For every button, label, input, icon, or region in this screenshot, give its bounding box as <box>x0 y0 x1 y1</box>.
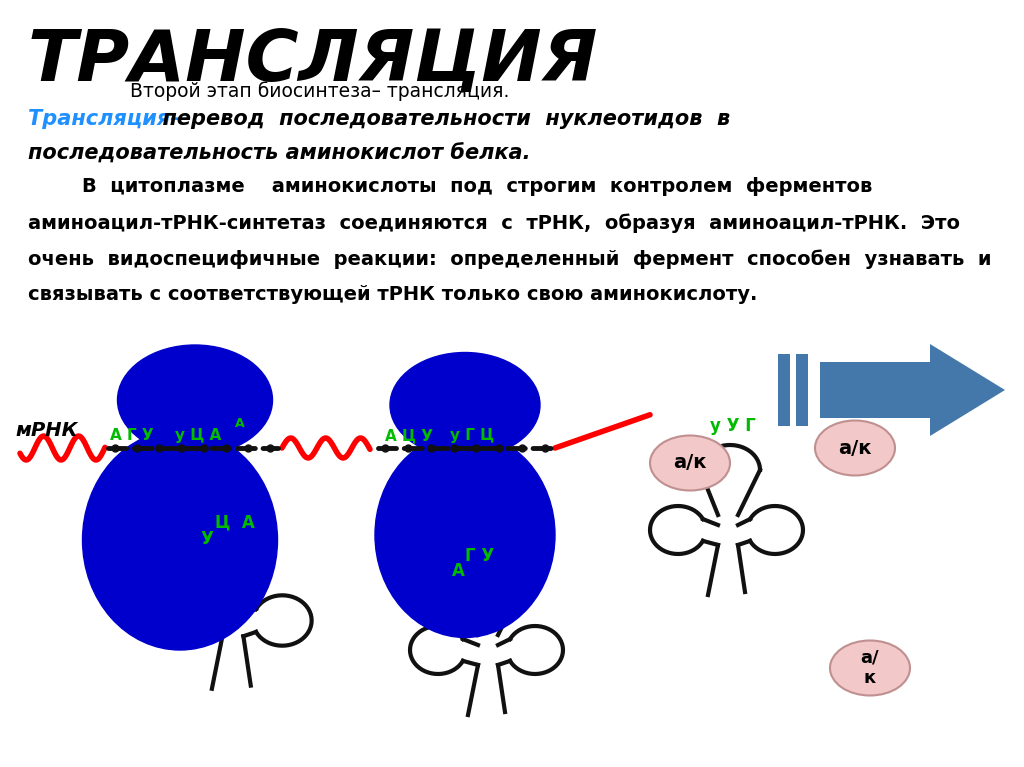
Text: у Ц А: у Ц А <box>175 428 221 443</box>
Text: а/
к: а/ к <box>861 649 880 687</box>
Text: связывать с соответствующей тРНК только свою аминокислоту.: связывать с соответствующей тРНК только … <box>28 285 758 304</box>
Text: очень  видоспецифичные  реакции:  определенный  фермент  способен  узнавать  и: очень видоспецифичные реакции: определен… <box>28 249 991 268</box>
Text: А Г У: А Г У <box>110 428 154 443</box>
Text: Второй этап биосинтеза– трансляция.: Второй этап биосинтеза– трансляция. <box>130 81 509 100</box>
Text: у У Г: у У Г <box>710 417 756 435</box>
Text: У: У <box>200 530 213 548</box>
Ellipse shape <box>830 640 910 696</box>
Ellipse shape <box>118 345 272 455</box>
Bar <box>820 362 930 418</box>
Text: А Ц У: А Ц У <box>385 428 433 443</box>
Text: Ц  А: Ц А <box>215 514 255 532</box>
Ellipse shape <box>390 353 540 457</box>
Text: а/к: а/к <box>673 453 707 472</box>
Polygon shape <box>930 344 1005 436</box>
Text: последовательность аминокислот белка.: последовательность аминокислот белка. <box>28 143 530 163</box>
Ellipse shape <box>650 436 730 491</box>
Text: а/к: а/к <box>839 439 871 457</box>
Bar <box>778 354 790 426</box>
Ellipse shape <box>815 420 895 476</box>
Text: В  цитоплазме    аминокислоты  под  строгим  контролем  ферментов: В цитоплазме аминокислоты под строгим ко… <box>28 177 872 196</box>
Bar <box>796 354 808 426</box>
Text: мРНК: мРНК <box>15 421 78 440</box>
Ellipse shape <box>83 430 278 650</box>
Ellipse shape <box>375 433 555 637</box>
Text: Г У: Г У <box>465 547 495 565</box>
Text: ТРАНСЛЯЦИЯ: ТРАНСЛЯЦИЯ <box>28 27 598 96</box>
Text: перевод  последовательности  нуклеотидов  в: перевод последовательности нуклеотидов в <box>148 109 730 129</box>
Text: А: А <box>452 562 465 580</box>
Text: Трансляция–: Трансляция– <box>28 109 181 129</box>
Text: аминоацил-тРНК-синтетаз  соединяются  с  тРНК,  образуя  аминоацил-тРНК.  Это: аминоацил-тРНК-синтетаз соединяются с тР… <box>28 213 961 232</box>
Text: у Г Ц: у Г Ц <box>450 428 495 443</box>
Text: А: А <box>234 417 245 430</box>
